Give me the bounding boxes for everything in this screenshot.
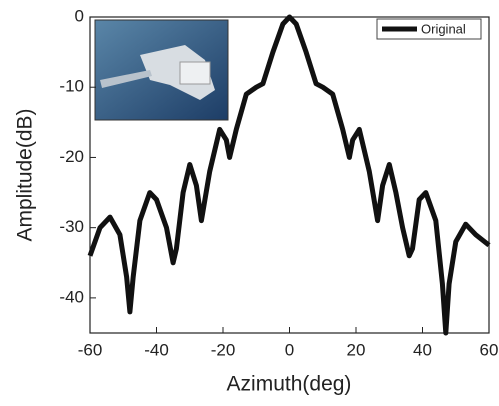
y-axis-title: Amplitude(dB) — [14, 108, 37, 241]
line — [87, 14, 491, 336]
x-tick-label: 0 — [285, 340, 294, 359]
x-tick-label: -20 — [211, 340, 236, 359]
y-tick-label: -30 — [59, 217, 84, 236]
y-tick-label: -40 — [59, 287, 84, 306]
x-tick-label: 20 — [347, 340, 366, 359]
y-tick-label: -10 — [59, 77, 84, 96]
y-tick-label: -20 — [59, 147, 84, 166]
x-axis-title: Azimuth(deg) — [227, 373, 352, 396]
inset-photo — [94, 19, 229, 121]
x-tick-label: -40 — [144, 340, 169, 359]
legend-label: Original — [421, 21, 466, 36]
x-tick-label: 40 — [413, 340, 432, 359]
legend-box — [376, 18, 482, 40]
y-tick-label: 0 — [75, 6, 84, 25]
x-tick-label: -60 — [78, 340, 103, 359]
x-tick-label: 60 — [480, 340, 499, 359]
